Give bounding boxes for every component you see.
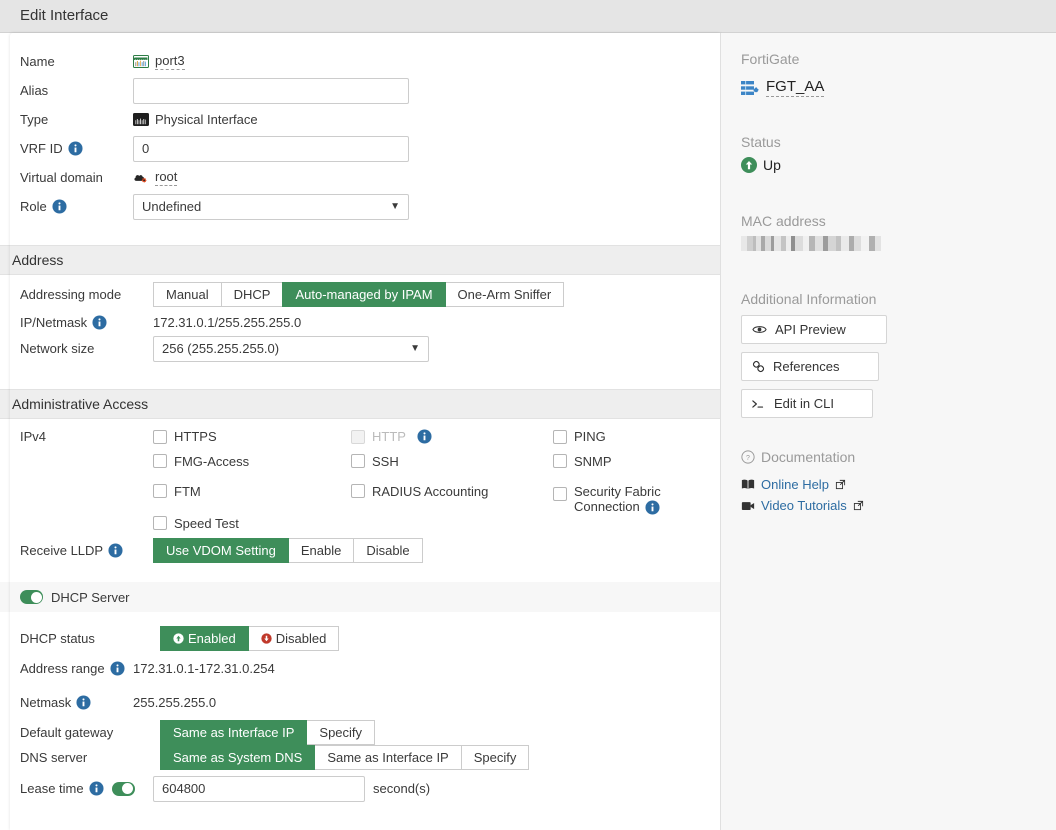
svg-text:?: ? <box>746 455 750 462</box>
